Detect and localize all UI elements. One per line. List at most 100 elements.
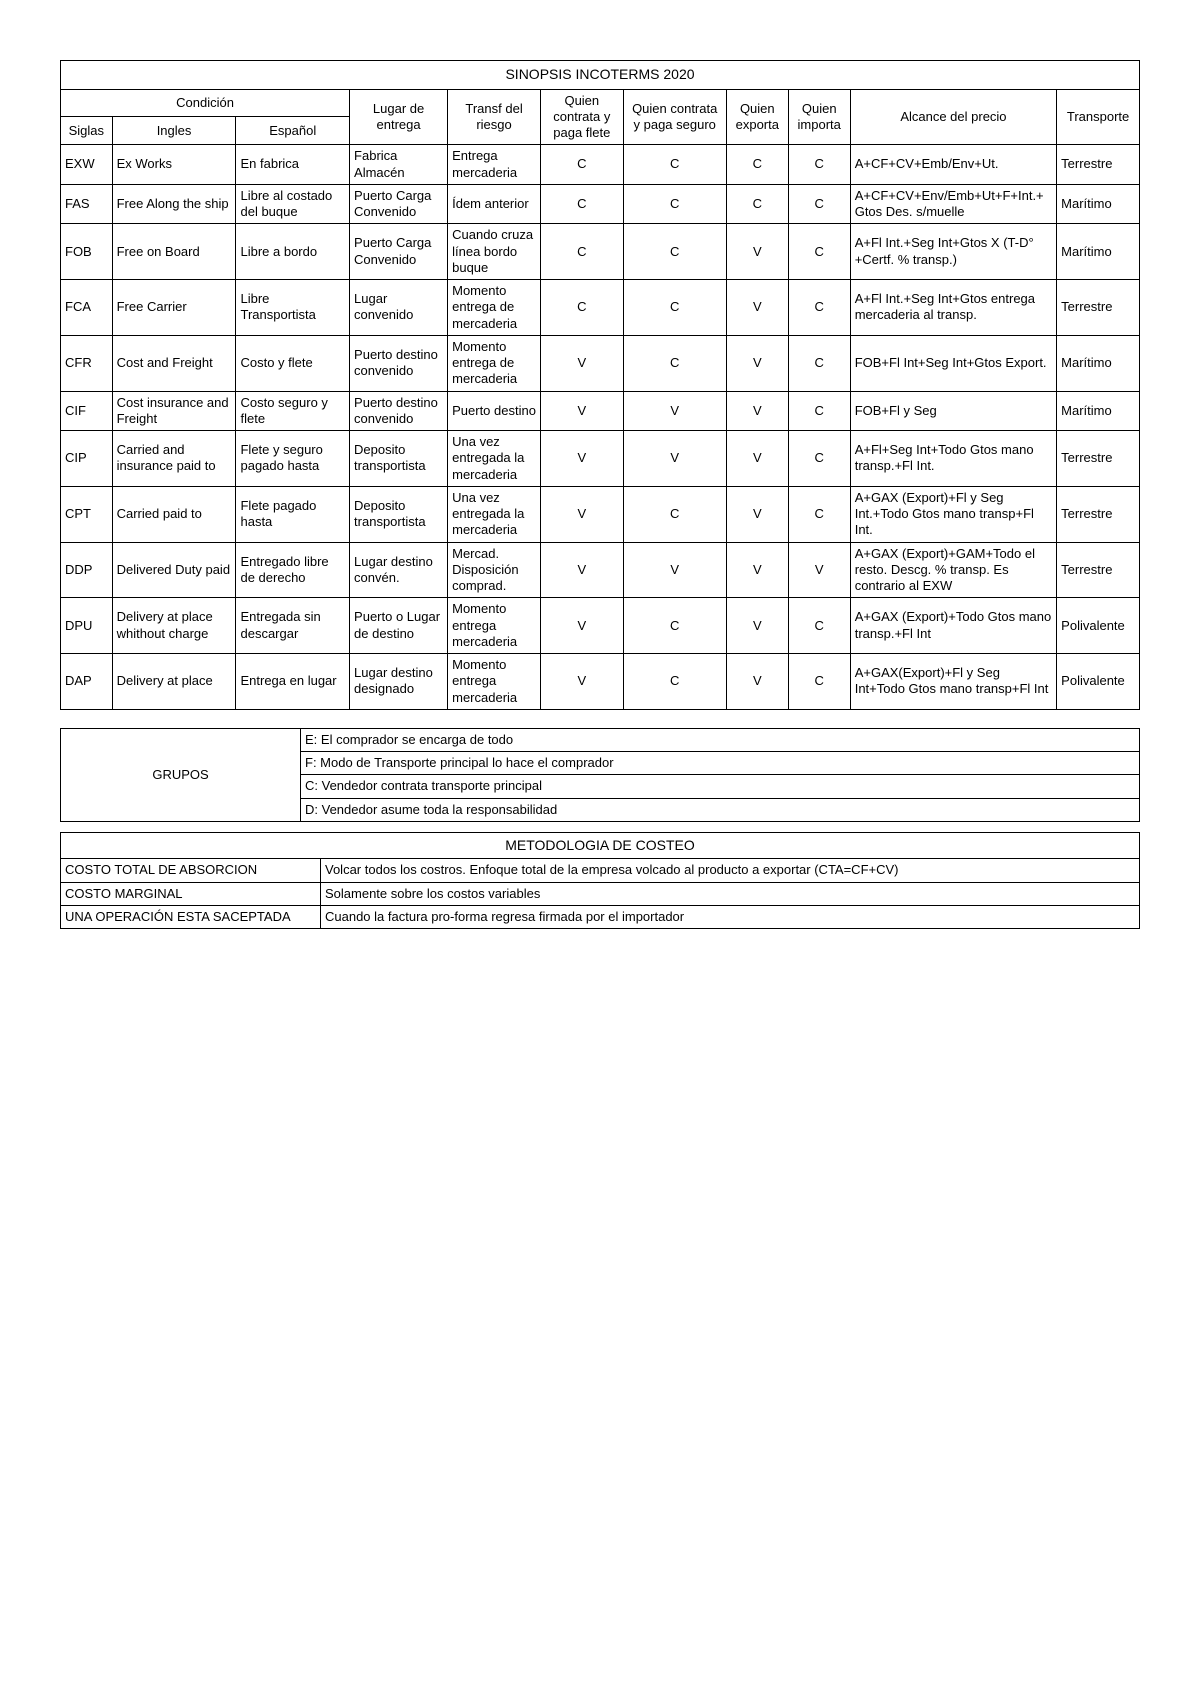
cell-transporte: Terrestre (1057, 431, 1140, 487)
method-desc: Cuando la factura pro-forma regresa firm… (321, 905, 1140, 928)
cell-ingles: Delivery at place whithout charge (112, 598, 236, 654)
cell-espanol: En fabrica (236, 145, 350, 185)
cell-alcance: A+CF+CV+Env/Emb+Ut+F+Int.+Gtos Des. s/mu… (850, 184, 1056, 224)
cell-ingles: Cost and Freight (112, 335, 236, 391)
method-label: COSTO MARGINAL (61, 882, 321, 905)
table-row: CPTCarried paid toFlete pagado hastaDepo… (61, 486, 1140, 542)
cell-espanol: Flete y seguro pagado hasta (236, 431, 350, 487)
group-item: E: El comprador se encarga de todo (301, 728, 1140, 751)
header-transf: Transf del riesgo (448, 89, 541, 145)
cell-espanol: Libre a bordo (236, 224, 350, 280)
cell-ingles: Free Carrier (112, 280, 236, 336)
method-desc: Volcar todos los costros. Enfoque total … (321, 859, 1140, 882)
cell-flete: V (541, 391, 624, 431)
method-label: COSTO TOTAL DE ABSORCION (61, 859, 321, 882)
cell-transporte: Marítimo (1057, 184, 1140, 224)
cell-transf: Mercad. Disposición comprad. (448, 542, 541, 598)
cell-exporta: V (726, 542, 788, 598)
cell-transporte: Marítimo (1057, 224, 1140, 280)
header-flete: Quien contrata y paga flete (541, 89, 624, 145)
cell-seguro: V (623, 391, 726, 431)
cell-espanol: Entregado libre de derecho (236, 542, 350, 598)
cell-seguro: C (623, 224, 726, 280)
table-row: FASFree Along the shipLibre al costado d… (61, 184, 1140, 224)
cell-ingles: Cost insurance and Freight (112, 391, 236, 431)
cell-ingles: Carried and insurance paid to (112, 431, 236, 487)
cell-alcance: FOB+Fl y Seg (850, 391, 1056, 431)
cell-exporta: V (726, 280, 788, 336)
cell-espanol: Entregada sin descargar (236, 598, 350, 654)
cell-exporta: V (726, 486, 788, 542)
cell-flete: C (541, 224, 624, 280)
cell-alcance: A+GAX (Export)+Fl y Seg Int.+Todo Gtos m… (850, 486, 1056, 542)
cell-importa: C (788, 654, 850, 710)
cell-espanol: Costo y flete (236, 335, 350, 391)
table-row: DAPDelivery at placeEntrega en lugarLuga… (61, 654, 1140, 710)
cell-ingles: Free Along the ship (112, 184, 236, 224)
cell-lugar: Lugar destino designado (350, 654, 448, 710)
table-row: CIFCost insurance and FreightCosto segur… (61, 391, 1140, 431)
cell-lugar: Lugar destino convén. (350, 542, 448, 598)
cell-transf: Una vez entregada la mercaderia (448, 486, 541, 542)
table-row: CFRCost and FreightCosto y fletePuerto d… (61, 335, 1140, 391)
cell-transf: Momento entrega de mercaderia (448, 335, 541, 391)
cell-transporte: Terrestre (1057, 486, 1140, 542)
cell-importa: C (788, 431, 850, 487)
cell-transf: Momento entrega de mercaderia (448, 280, 541, 336)
cell-importa: C (788, 280, 850, 336)
cell-exporta: V (726, 431, 788, 487)
cell-importa: C (788, 335, 850, 391)
cell-lugar: Puerto destino convenido (350, 335, 448, 391)
method-title: METODOLOGIA DE COSTEO (61, 832, 1140, 859)
cell-flete: C (541, 184, 624, 224)
cell-transf: Entrega mercaderia (448, 145, 541, 185)
cell-importa: C (788, 224, 850, 280)
cell-alcance: A+CF+CV+Emb/Env+Ut. (850, 145, 1056, 185)
cell-transf: Momento entrega mercaderia (448, 654, 541, 710)
cell-flete: V (541, 598, 624, 654)
cell-seguro: C (623, 654, 726, 710)
table-row: FCAFree CarrierLibre TransportistaLugar … (61, 280, 1140, 336)
cell-siglas: FCA (61, 280, 113, 336)
cell-exporta: C (726, 184, 788, 224)
groups-table: GRUPOS E: El comprador se encarga de tod… (60, 728, 1140, 822)
header-condicion: Condición (61, 89, 350, 117)
method-label: UNA OPERACIÓN ESTA SACEPTADA (61, 905, 321, 928)
cell-siglas: CPT (61, 486, 113, 542)
cell-lugar: Deposito transportista (350, 431, 448, 487)
header-siglas: Siglas (61, 117, 113, 145)
table-row: EXWEx WorksEn fabricaFabrica AlmacénEntr… (61, 145, 1140, 185)
cell-transf: Puerto destino (448, 391, 541, 431)
cell-lugar: Lugar convenido (350, 280, 448, 336)
cell-transf: Una vez entregada la mercaderia (448, 431, 541, 487)
cell-flete: V (541, 486, 624, 542)
cell-transporte: Terrestre (1057, 542, 1140, 598)
cell-lugar: Deposito transportista (350, 486, 448, 542)
cell-ingles: Delivered Duty paid (112, 542, 236, 598)
cell-espanol: Flete pagado hasta (236, 486, 350, 542)
groups-title: GRUPOS (61, 728, 301, 821)
cell-seguro: V (623, 431, 726, 487)
table-row: FOBFree on BoardLibre a bordoPuerto Carg… (61, 224, 1140, 280)
cell-lugar: Fabrica Almacén (350, 145, 448, 185)
cell-siglas: CIF (61, 391, 113, 431)
cell-transporte: Marítimo (1057, 335, 1140, 391)
cell-exporta: V (726, 335, 788, 391)
cell-exporta: C (726, 145, 788, 185)
cell-seguro: V (623, 542, 726, 598)
header-espanol: Español (236, 117, 350, 145)
main-title: SINOPSIS INCOTERMS 2020 (61, 61, 1140, 90)
cell-lugar: Puerto destino convenido (350, 391, 448, 431)
cell-ingles: Carried paid to (112, 486, 236, 542)
cell-siglas: DPU (61, 598, 113, 654)
cell-espanol: Libre Transportista (236, 280, 350, 336)
cell-importa: C (788, 145, 850, 185)
cell-transf: Ídem anterior (448, 184, 541, 224)
cell-transf: Momento entrega mercaderia (448, 598, 541, 654)
cell-espanol: Costo seguro y flete (236, 391, 350, 431)
cell-seguro: C (623, 145, 726, 185)
group-item: F: Modo de Transporte principal lo hace … (301, 752, 1140, 775)
cell-alcance: A+GAX (Export)+Todo Gtos mano transp.+Fl… (850, 598, 1056, 654)
cell-seguro: C (623, 598, 726, 654)
header-transporte: Transporte (1057, 89, 1140, 145)
